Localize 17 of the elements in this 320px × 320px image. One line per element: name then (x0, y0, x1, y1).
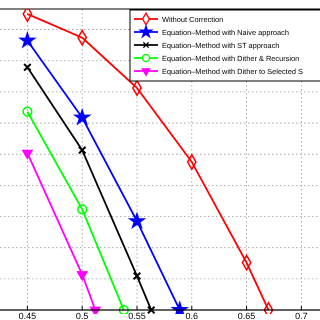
point (78, 146, 86, 154)
point (22, 150, 33, 160)
point (74, 110, 90, 124)
x-tick-label: 0.7 (295, 311, 308, 320)
point (146, 306, 156, 314)
point (22, 106, 33, 117)
point (77, 204, 88, 214)
point (132, 272, 142, 280)
point (20, 32, 36, 48)
x-tick-label: 0.55 (128, 311, 146, 320)
x-tick-label: 0.45 (18, 311, 36, 320)
x-tick-label: 0.5 (76, 311, 88, 320)
x-tick-label: 0.65 (238, 311, 256, 320)
point (23, 62, 32, 72)
point (129, 213, 145, 228)
x-tick-label: 0.6 (186, 311, 198, 320)
point (118, 304, 129, 314)
